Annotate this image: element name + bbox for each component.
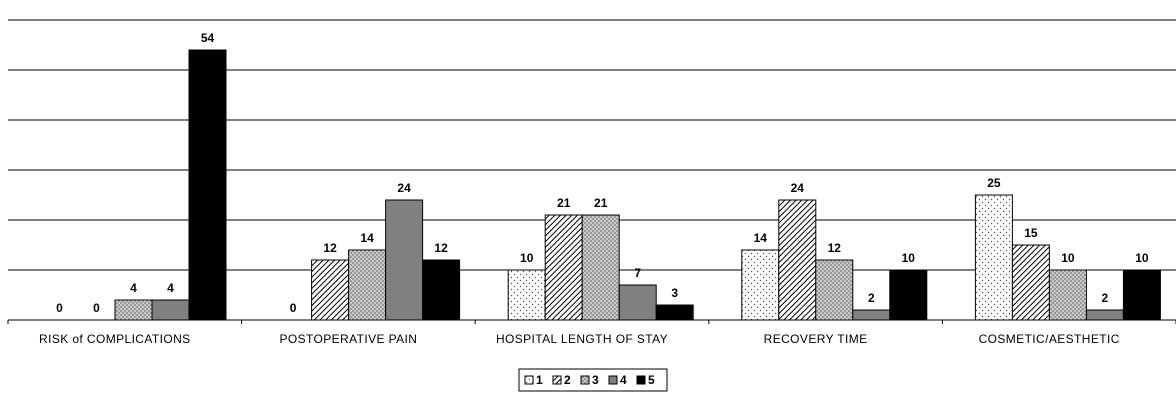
bar-value-label: 10 xyxy=(902,251,916,265)
bar-value-label: 2 xyxy=(868,291,875,305)
bar xyxy=(1085,309,1124,321)
bar-value-label: 0 xyxy=(290,301,297,315)
bar-value-label: 10 xyxy=(1135,251,1149,265)
category-label: COSMETIC/AESTHETIC xyxy=(979,332,1120,346)
bar-value-label: 12 xyxy=(323,241,337,255)
bar-value-label: 21 xyxy=(594,196,608,210)
bar xyxy=(974,194,1013,321)
bar xyxy=(507,269,546,321)
value-labels: 0 0 4 4 54 0 12 14 24 12 10 21 21 7 3 14 24 12 2 10 25 15 10 2 1… xyxy=(56,31,1149,315)
bar xyxy=(1122,269,1161,321)
category-label: RISK of COMPLICATIONS xyxy=(39,332,191,346)
bar-value-label: 0 xyxy=(56,301,63,315)
legend-entry-label: 1 xyxy=(536,373,543,387)
bar xyxy=(188,49,227,321)
category-label: HOSPITAL LENGTH OF STAY xyxy=(496,332,668,346)
bar xyxy=(581,214,620,321)
legend-entry-label: 4 xyxy=(620,373,627,387)
bar xyxy=(348,249,387,321)
bar xyxy=(815,259,854,321)
bar xyxy=(385,199,424,321)
bar xyxy=(778,199,817,321)
bar-value-label: 12 xyxy=(434,241,448,255)
category-labels: RISK of COMPLICATIONS POSTOPERATIVE PAIN H… xyxy=(39,332,1120,346)
bar xyxy=(151,299,190,321)
bar-value-label: 4 xyxy=(167,281,174,295)
bar xyxy=(655,304,694,321)
bars xyxy=(114,49,1161,321)
legend-swatch xyxy=(524,375,534,385)
legend-entry-label: 2 xyxy=(564,373,571,387)
bar xyxy=(311,259,350,321)
bar-value-label: 25 xyxy=(987,176,1001,190)
bar xyxy=(544,214,583,321)
bar-value-label: 54 xyxy=(201,31,215,45)
bar xyxy=(1011,244,1050,321)
x-axis xyxy=(7,319,1176,324)
bar xyxy=(114,299,153,321)
category-label: RECOVERY TIME xyxy=(764,332,868,346)
category-label: POSTOPERATIVE PAIN xyxy=(279,332,417,346)
bar xyxy=(852,309,891,321)
bar-value-label: 7 xyxy=(634,266,641,280)
legend-swatch xyxy=(636,375,646,385)
bar-value-label: 24 xyxy=(791,181,805,195)
bar-value-label: 14 xyxy=(754,231,768,245)
bar-value-label: 3 xyxy=(671,286,678,300)
legend-swatch xyxy=(580,375,590,385)
bar-value-label: 14 xyxy=(360,231,374,245)
legend-entry-label: 5 xyxy=(648,373,655,387)
bar-value-label: 0 xyxy=(93,301,100,315)
legend-swatch xyxy=(608,375,618,385)
legend-entry-label: 3 xyxy=(592,373,599,387)
bar-value-label: 12 xyxy=(828,241,842,255)
legend-swatch xyxy=(552,375,562,385)
bar-value-label: 2 xyxy=(1102,291,1109,305)
legend: 1 2 3 4 5 xyxy=(518,368,668,392)
bar-value-label: 10 xyxy=(520,251,534,265)
bar-value-label: 24 xyxy=(397,181,411,195)
bar-value-label: 15 xyxy=(1024,226,1038,240)
bar xyxy=(618,284,657,321)
legend-box xyxy=(518,368,668,392)
bar-value-label: 10 xyxy=(1061,251,1075,265)
bar xyxy=(422,259,461,321)
bar-value-label: 4 xyxy=(130,281,137,295)
bar xyxy=(741,249,780,321)
bar-value-label: 21 xyxy=(557,196,571,210)
bar xyxy=(889,269,928,321)
bar xyxy=(1048,269,1087,321)
